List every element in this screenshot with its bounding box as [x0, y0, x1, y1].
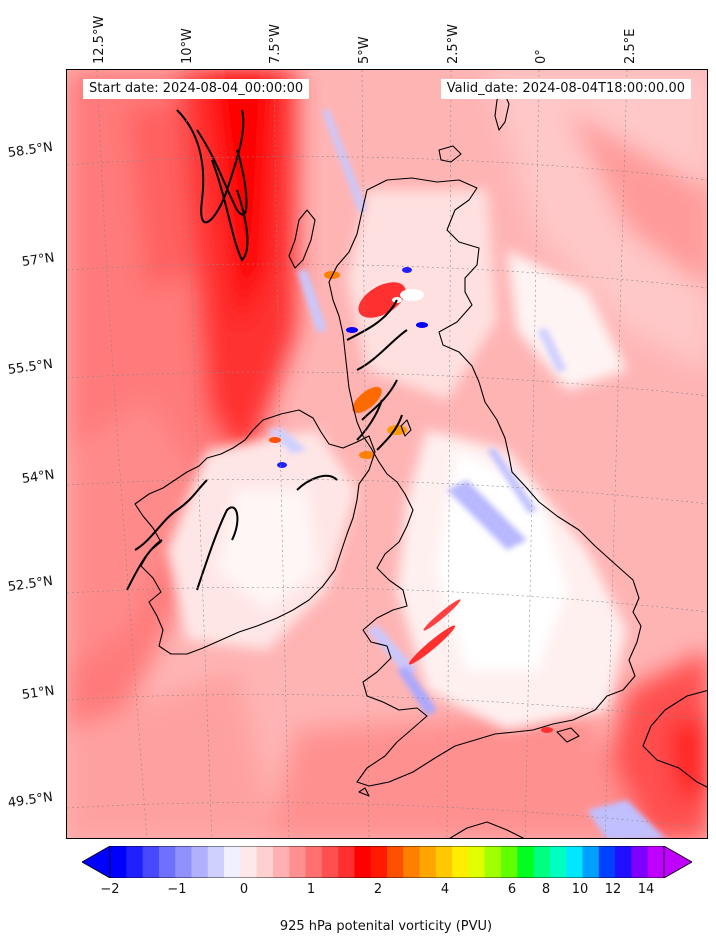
- colorbar-segment: [191, 846, 209, 878]
- start-date-label: Start date: 2024-08-04_00:00:00: [83, 79, 310, 99]
- colorbar-extend-max: [664, 846, 692, 878]
- latitude-label: 49.5°N: [6, 789, 54, 811]
- colorbar-title: 925 hPa potenital vorticity (PVU): [279, 919, 493, 934]
- colorbar-segment: [158, 846, 176, 878]
- coastline-france: [642, 689, 707, 788]
- colorbar-segment: [582, 846, 600, 878]
- colorbar-tick-label: −1: [167, 882, 187, 897]
- longitude-label: 10°W: [180, 28, 195, 64]
- latitude-label: 57°N: [20, 250, 56, 270]
- latitude-label: 54°N: [20, 467, 56, 487]
- map-panel[interactable]: Start date: 2024-08-04_00:00:00 Valid_da…: [66, 69, 708, 839]
- colorbar-segment: [533, 846, 551, 878]
- pv-field-map: [67, 70, 707, 838]
- pv-contours: [126, 109, 408, 591]
- colorbar-segment: [435, 846, 453, 878]
- colorbar-segment: [566, 846, 584, 878]
- colorbar-segment: [321, 846, 339, 878]
- longitude-label: 2.5°W: [446, 23, 461, 64]
- pv-negative-streaks: [267, 110, 665, 838]
- colorbar-segment: [142, 846, 160, 878]
- pv-broad-bands: [67, 70, 707, 838]
- colorbar-segment: [207, 846, 225, 878]
- colorbar-segment: [224, 846, 241, 878]
- colorbar-segment: [403, 846, 421, 878]
- colorbar-segment: [338, 846, 355, 878]
- colorbar-segment: [419, 846, 437, 878]
- coastline-outer-hebrides: [288, 209, 316, 269]
- colorbar-segment: [631, 846, 649, 878]
- colorbar-tick-label: 2: [373, 882, 383, 897]
- colorbar-ramp: [81, 845, 693, 879]
- colorbar-segment: [126, 846, 144, 878]
- latitude-label: 51°N: [20, 683, 56, 703]
- longitude-label: 2.5°E: [623, 28, 638, 64]
- colorbar-tick-label: 0: [239, 882, 249, 897]
- colorbar-segment: [110, 846, 127, 878]
- colorbar-tick-label: 14: [637, 882, 655, 897]
- colorbar: [81, 845, 693, 879]
- colorbar-segment: [272, 846, 290, 878]
- coastline-ireland: [134, 409, 376, 655]
- colorbar-segment: [615, 846, 632, 878]
- colorbar-segment: [370, 846, 388, 878]
- colorbar-segment: [517, 846, 535, 878]
- colorbar-extend-min: [82, 846, 110, 878]
- coastline-isle-of-man: [400, 419, 412, 437]
- colorbar-segment: [256, 846, 274, 878]
- coastline-great-britain: [328, 177, 642, 787]
- latitude-label: 52.5°N: [6, 573, 54, 595]
- colorbar-segment: [501, 846, 518, 878]
- graticule: [67, 70, 707, 838]
- colorbar-segment: [484, 846, 502, 878]
- latitude-label: 58.5°N: [6, 139, 54, 161]
- colorbar-segment: [452, 846, 469, 878]
- colorbar-tick-label: 12: [604, 882, 622, 897]
- coastline-scilly: [358, 787, 370, 797]
- colorbar-segment: [354, 846, 372, 878]
- colorbar-tick-label: 10: [571, 882, 589, 897]
- coastline-isle-of-wight: [556, 727, 580, 743]
- colorbar-segment: [647, 846, 665, 878]
- colorbar-tick-label: 1: [306, 882, 316, 897]
- latitude-label: 55.5°N: [6, 356, 54, 378]
- colorbar-tick-label: 4: [440, 882, 450, 897]
- colorbar-segment: [289, 846, 307, 878]
- colorbar-segment: [387, 846, 404, 878]
- longitude-label: 12.5°W: [92, 15, 107, 64]
- longitude-label: 7.5°W: [268, 23, 283, 64]
- colorbar-tick-label: 8: [541, 882, 551, 897]
- colorbar-segments: [110, 846, 665, 878]
- colorbar-segment: [549, 846, 567, 878]
- colorbar-segment: [468, 846, 486, 878]
- coastline-orkney: [438, 145, 462, 163]
- valid-date-label: Valid_date: 2024-08-04T18:00:00.00: [440, 79, 691, 99]
- colorbar-tick-label: 6: [507, 882, 517, 897]
- colorbar-segment: [240, 846, 258, 878]
- colorbar-segment: [175, 846, 192, 878]
- colorbar-segment: [598, 846, 616, 878]
- coastline-channel-islands: [449, 821, 525, 838]
- colorbar-segment: [305, 846, 323, 878]
- colorbar-tick-label: −2: [100, 882, 120, 897]
- longitude-label: 5°W: [357, 36, 372, 64]
- longitude-label: 0°: [534, 49, 549, 64]
